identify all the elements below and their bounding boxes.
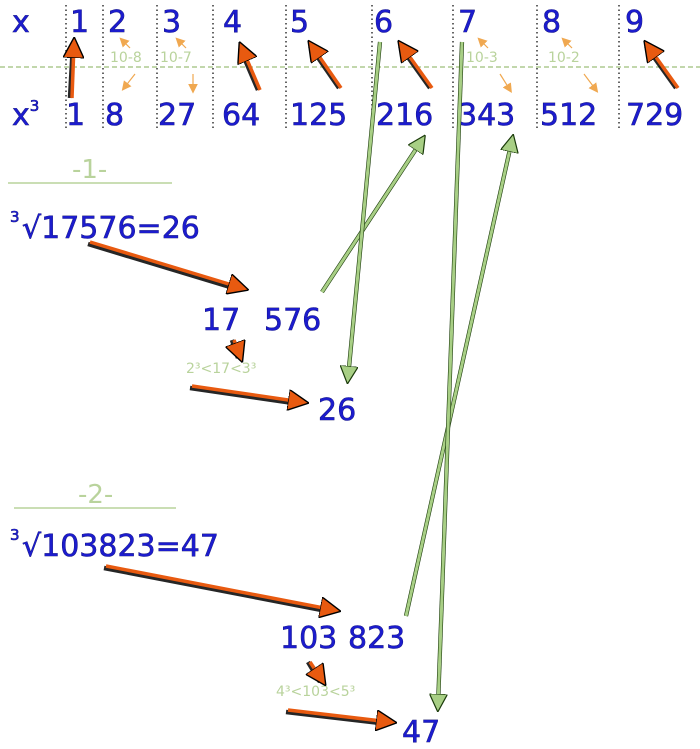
example-2-result: 47 [402, 715, 440, 749]
x-value: 1 [70, 5, 89, 40]
cube-values-row: 1 8 27 64 125 216 343 512 729 [66, 98, 684, 134]
x-value: 4 [223, 5, 242, 40]
example-1-result: 26 [318, 393, 356, 428]
example-2-expression: √103823=47 [22, 529, 219, 564]
cube-value: 512 [540, 98, 597, 133]
cube-value: 27 [158, 98, 196, 133]
example-1-expression: √17576=26 [22, 211, 200, 246]
x-value: 2 [108, 5, 127, 40]
cube-value: 729 [626, 98, 683, 133]
example-1-inequality: 2³<17<3³ [186, 361, 256, 377]
example-1-group-right: 576 [264, 303, 321, 338]
cube-value: 343 [458, 98, 515, 133]
example-2-inequality: 4³<103<5³ [276, 684, 355, 700]
example-1-root-index: 3 [10, 208, 20, 226]
difference-label: 10-8 [110, 50, 142, 66]
example-1-group-left: 17 [202, 303, 240, 338]
x-value: 3 [162, 5, 181, 40]
x-values-row: 1 2 3 4 5 6 7 8 9 [70, 5, 645, 41]
example-2: -2- 3 √103823=47 103 823 4³<103<5³ 47 [10, 41, 512, 749]
x-value: 5 [290, 5, 309, 40]
example-2-group-left: 103 [280, 621, 337, 656]
row-x-label: x [12, 5, 30, 40]
difference-label: 10-7 [160, 50, 192, 66]
cube-value: 1 [66, 98, 85, 133]
x-value: 7 [458, 5, 477, 40]
difference-label: 10-3 [466, 50, 498, 66]
x-value: 6 [374, 5, 393, 40]
example-1-heading: -1- [72, 155, 107, 185]
x-value: 9 [625, 5, 644, 40]
example-2-heading: -2- [78, 480, 113, 510]
example-1: -1- 3 √17576=26 17 576 2³<17<3³ 26 [8, 41, 422, 428]
table-small-arrows [119, 37, 599, 94]
difference-labels: 10-8 10-7 10-3 10-2 [110, 50, 580, 66]
cube-value: 216 [376, 98, 433, 133]
cube-value: 125 [290, 98, 347, 133]
cube-value: 8 [105, 98, 124, 133]
x-value: 8 [542, 5, 561, 40]
example-2-root-index: 3 [10, 526, 20, 544]
difference-label: 10-2 [548, 50, 580, 66]
table-red-arrows [70, 44, 680, 99]
cube-value: 64 [222, 98, 260, 133]
row-cube-label: x3 [12, 97, 39, 133]
example-2-group-right: 823 [348, 621, 405, 656]
